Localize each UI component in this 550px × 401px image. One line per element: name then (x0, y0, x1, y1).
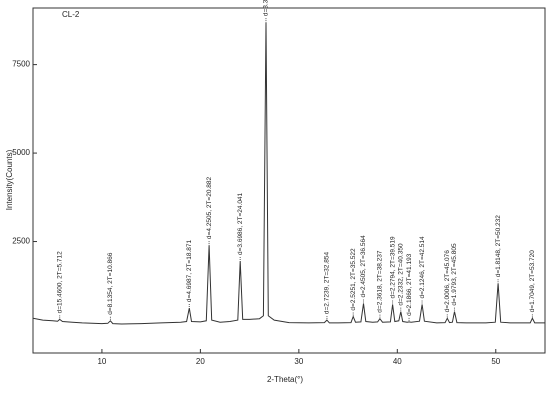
peak-annotation: d=2.3618, 2T=38.237 (377, 250, 384, 313)
y-tick-label: 5000 (12, 148, 30, 157)
x-tick-label: 10 (97, 357, 106, 366)
peak-annotation: d=2.1866, 2T=41.193 (406, 253, 413, 316)
chart-title: CL-2 (62, 10, 80, 19)
x-tick-label: 30 (294, 357, 303, 366)
peak-annotation: d=4.6987, 2T=18.871 (186, 240, 193, 303)
y-tick-label: 2500 (12, 237, 30, 246)
peak-annotation: d=1.7049, 2T=53.720 (529, 250, 536, 313)
peak-annotation: d=8.1354, 2T=10.866 (107, 252, 114, 315)
y-tick-label: 7500 (12, 60, 30, 69)
peak-annotation: d=15.4600, 2T=5.712 (56, 251, 63, 314)
peak-annotation: d=2.0006, 2T=45.076 (444, 250, 451, 313)
peak-annotation: d=2.2332, 2T=40.350 (397, 243, 404, 306)
x-tick-label: 40 (393, 357, 402, 366)
x-axis-label: 2-Theta(°) (267, 375, 303, 384)
peak-annotation: d=3.6986, 2T=24.041 (237, 192, 244, 255)
peak-annotation: d=2.2794, 2T=39.519 (389, 236, 396, 299)
x-tick-label: 20 (196, 357, 205, 366)
y-axis-label: Intensity(Counts) (5, 149, 14, 210)
peak-annotation: d=1.8148, 2T=50.232 (495, 215, 502, 278)
pattern-line (32, 22, 545, 325)
x-tick-label: 50 (491, 357, 500, 366)
plot-frame (32, 7, 546, 354)
peak-annotation: d=2.4505, 2T=36.564 (360, 235, 367, 298)
peak-annotation: d=2.5251, 2T=35.522 (350, 248, 357, 311)
peak-annotation: d=4.2505, 2T=20.882 (206, 177, 213, 240)
peak-annotation: d=3.3384, 2T=26.660 (263, 0, 270, 16)
peak-annotation: d=2.1246, 2T=42.514 (419, 236, 426, 299)
peak-annotation: d=2.7239, 2T=32.854 (324, 252, 331, 315)
peak-annotation: d=1.9793, 2T=45.805 (451, 243, 458, 306)
